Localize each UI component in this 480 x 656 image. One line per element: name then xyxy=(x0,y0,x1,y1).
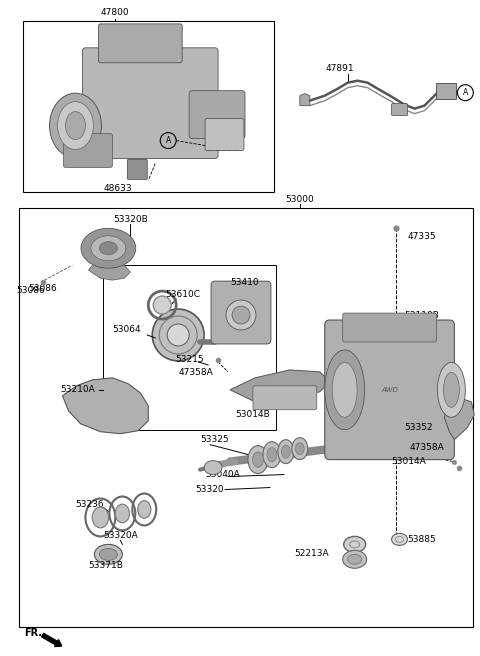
Text: 53014A: 53014A xyxy=(392,457,426,466)
Ellipse shape xyxy=(267,447,277,462)
Text: 53210A: 53210A xyxy=(60,385,95,394)
Polygon shape xyxy=(300,94,310,106)
Ellipse shape xyxy=(153,296,171,314)
FancyBboxPatch shape xyxy=(63,134,112,167)
Ellipse shape xyxy=(248,445,268,474)
Text: 47335: 47335 xyxy=(408,232,436,241)
Ellipse shape xyxy=(348,554,361,564)
Text: A: A xyxy=(166,136,171,145)
Text: 48633: 48633 xyxy=(104,184,132,193)
Ellipse shape xyxy=(343,550,367,568)
FancyBboxPatch shape xyxy=(343,313,436,342)
Text: 53885: 53885 xyxy=(408,535,436,544)
Ellipse shape xyxy=(152,309,204,361)
FancyBboxPatch shape xyxy=(392,104,408,115)
FancyArrow shape xyxy=(42,634,62,647)
Ellipse shape xyxy=(263,441,281,468)
Polygon shape xyxy=(62,378,148,434)
Text: 53110B: 53110B xyxy=(405,310,439,319)
Text: 53040A: 53040A xyxy=(205,470,240,479)
Text: 53236: 53236 xyxy=(75,500,104,509)
Text: 52213A: 52213A xyxy=(294,549,328,558)
Text: 53352: 53352 xyxy=(405,423,433,432)
Text: 53325: 53325 xyxy=(200,435,229,444)
Text: 53014B: 53014B xyxy=(235,410,270,419)
Text: 53000: 53000 xyxy=(286,195,314,204)
FancyBboxPatch shape xyxy=(211,281,271,344)
Ellipse shape xyxy=(49,93,101,158)
FancyBboxPatch shape xyxy=(189,91,245,138)
Ellipse shape xyxy=(99,242,117,255)
Ellipse shape xyxy=(295,443,304,455)
Ellipse shape xyxy=(99,548,117,560)
Ellipse shape xyxy=(81,228,136,268)
Text: 53064: 53064 xyxy=(112,325,141,335)
Ellipse shape xyxy=(332,362,357,417)
Ellipse shape xyxy=(344,537,366,552)
Ellipse shape xyxy=(167,324,189,346)
Ellipse shape xyxy=(252,452,264,467)
Bar xyxy=(19,209,473,627)
Ellipse shape xyxy=(278,440,294,464)
Ellipse shape xyxy=(92,507,108,528)
FancyBboxPatch shape xyxy=(205,119,244,150)
Text: 53215: 53215 xyxy=(175,356,204,364)
Text: 53320A: 53320A xyxy=(103,531,138,540)
Text: 53320B: 53320B xyxy=(113,215,148,224)
FancyBboxPatch shape xyxy=(253,386,317,410)
Polygon shape xyxy=(230,370,330,401)
Bar xyxy=(103,265,276,430)
Text: 53371B: 53371B xyxy=(88,561,123,570)
Ellipse shape xyxy=(204,461,222,474)
Text: FR.: FR. xyxy=(24,628,43,638)
FancyBboxPatch shape xyxy=(83,48,218,159)
Ellipse shape xyxy=(65,112,85,140)
Text: AWD: AWD xyxy=(381,387,398,393)
Ellipse shape xyxy=(281,445,290,459)
FancyBboxPatch shape xyxy=(436,83,456,98)
Ellipse shape xyxy=(95,544,122,564)
Text: 53410: 53410 xyxy=(230,277,259,287)
Text: 53086: 53086 xyxy=(16,285,45,295)
Text: 47800: 47800 xyxy=(101,9,130,18)
Polygon shape xyxy=(88,262,130,280)
Ellipse shape xyxy=(91,236,126,260)
Ellipse shape xyxy=(325,350,365,430)
FancyBboxPatch shape xyxy=(98,24,182,63)
Ellipse shape xyxy=(58,102,94,150)
Ellipse shape xyxy=(226,300,256,330)
FancyBboxPatch shape xyxy=(325,320,455,460)
Text: 53610C: 53610C xyxy=(165,289,200,298)
Text: 47358A: 47358A xyxy=(178,369,213,377)
Text: 47390B: 47390B xyxy=(204,144,239,153)
Polygon shape xyxy=(444,398,474,440)
Bar xyxy=(23,21,274,192)
Ellipse shape xyxy=(392,533,408,545)
Ellipse shape xyxy=(115,504,130,523)
Ellipse shape xyxy=(444,373,459,407)
Text: 53086: 53086 xyxy=(29,283,58,293)
Text: 47891: 47891 xyxy=(325,64,354,73)
Ellipse shape xyxy=(292,438,308,460)
Ellipse shape xyxy=(232,306,250,324)
Text: 47358A: 47358A xyxy=(409,443,444,452)
Ellipse shape xyxy=(437,362,465,417)
Text: 53320: 53320 xyxy=(195,485,224,494)
Ellipse shape xyxy=(138,501,151,518)
FancyBboxPatch shape xyxy=(127,159,147,180)
Text: A: A xyxy=(463,88,468,97)
